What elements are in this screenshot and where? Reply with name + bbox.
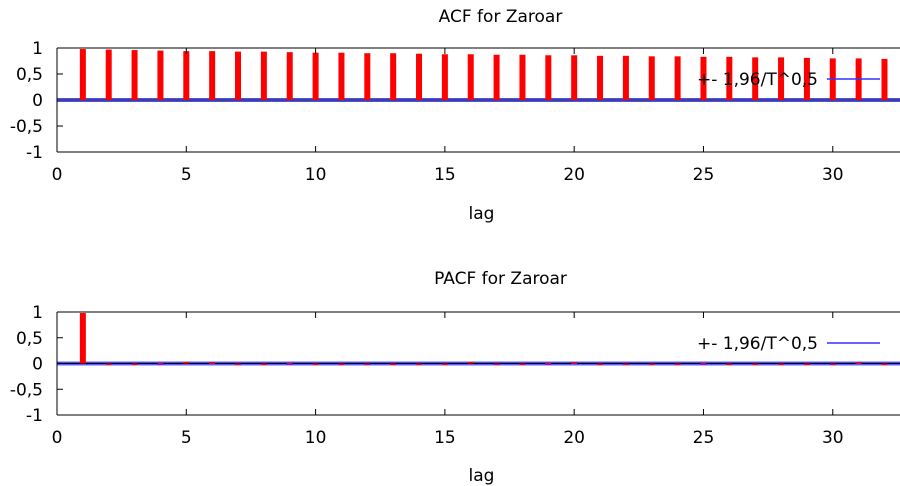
legend-label: +- 1,96/T^0,5 [697,334,818,354]
y-tick-label: 0,5 [16,329,43,349]
bar-lag-13 [390,53,397,100]
x-tick-label: 25 [693,428,715,448]
bar-lag-22 [622,363,629,365]
bar-lag-6 [209,51,216,100]
acf-panel: ACF for Zaroar +- 1,96/T^0,5 1 0,5 0 -0,5 -1 0 5… [10,7,900,224]
x-tick-label: 15 [434,428,456,448]
bar-lag-23 [648,363,655,365]
bar-lag-25 [700,56,707,100]
x-tick-label: 0 [52,165,63,185]
bar-lag-24 [674,363,681,365]
y-tick-label: 0 [32,355,43,375]
x-tick-label: 30 [822,165,844,185]
chart-title: ACF for Zaroar [439,7,563,27]
x-tick-label: 25 [693,165,715,185]
bar-lag-14 [416,363,423,365]
bar-lag-15 [441,54,448,100]
bar-lag-14 [416,53,423,100]
bar-lag-12 [364,363,371,365]
bar-lag-15 [441,363,448,365]
bar-lag-30 [829,363,836,365]
bar-lag-17 [493,54,500,100]
y-tick-label: 0,5 [16,65,43,85]
bar-lag-23 [648,56,655,100]
bar-lag-20 [571,55,578,100]
bar-lag-27 [752,57,759,100]
bar-lag-7 [235,363,242,365]
bar-lag-16 [467,54,474,100]
bar-lag-5 [183,51,190,100]
x-tick-label: 5 [181,165,192,185]
bar-lag-2 [105,49,112,100]
x-axis-label: lag [469,466,495,486]
bar-lag-7 [235,51,242,100]
bar-lag-8 [260,51,267,100]
bar-lag-3 [131,363,138,365]
bar-lag-18 [519,54,526,100]
bar-lag-21 [597,363,604,365]
bar-lag-29 [803,363,810,365]
x-tick-label: 10 [305,165,327,185]
bar-lag-21 [597,55,604,100]
bar-lag-18 [519,363,526,365]
y-tick-label: -0,5 [10,380,43,400]
x-tick-label: 20 [563,428,585,448]
bar-lag-20 [571,362,578,364]
bar-lag-2 [105,363,112,366]
bar-lag-12 [364,53,371,100]
bar-lag-4 [157,50,164,100]
x-tick-label: 20 [563,165,585,185]
bar-lag-9 [286,52,293,100]
bar-lag-10 [312,363,319,365]
bar-lag-28 [778,363,785,365]
y-tick-label: -1 [26,143,43,163]
bar-lag-29 [803,57,810,100]
y-tick-label: 1 [32,303,43,323]
bar-lag-17 [493,363,500,365]
bar-lag-32 [881,363,888,366]
bar-lag-1 [79,49,86,100]
x-tick-label: 5 [181,428,192,448]
bar-lag-10 [312,52,319,100]
bar-lag-11 [338,363,345,366]
pacf-panel: PACF for Zaroar +- 1,96/T^0,5 1 0,5 0 -0,5 -1 0… [10,269,900,486]
y-tick-label: 0 [32,91,43,111]
bar-lag-27 [752,363,759,365]
bar-lag-19 [545,55,552,100]
bar-lag-5 [183,361,190,364]
bar-lag-24 [674,56,681,100]
bar-lag-26 [726,56,733,100]
x-tick-label: 30 [822,428,844,448]
bar-lag-19 [545,362,552,365]
x-tick-label: 0 [52,428,63,448]
bar-lag-11 [338,52,345,100]
bar-lag-28 [778,57,785,100]
bar-lag-1 [79,313,86,364]
y-tick-label: -0,5 [10,117,43,137]
y-tick-label: -1 [26,406,43,426]
chart-title: PACF for Zaroar [434,269,567,289]
bar-lag-8 [260,363,267,365]
x-tick-label: 10 [305,428,327,448]
bar-lag-3 [131,50,138,100]
bar-lag-26 [726,363,733,365]
bar-lag-13 [390,363,397,365]
bar-lag-9 [286,362,293,365]
x-tick-label: 15 [434,165,456,185]
bar-lag-31 [855,362,862,364]
legend-label: +- 1,96/T^0,5 [697,70,818,90]
bar-lag-32 [881,58,888,100]
x-axis-label: lag [469,204,495,224]
y-tick-label: 1 [32,39,43,59]
bar-lag-22 [622,55,629,100]
bar-lag-4 [157,362,164,365]
bar-lag-16 [467,361,474,364]
bar-lag-6 [209,362,216,364]
bar-lag-25 [700,362,707,365]
